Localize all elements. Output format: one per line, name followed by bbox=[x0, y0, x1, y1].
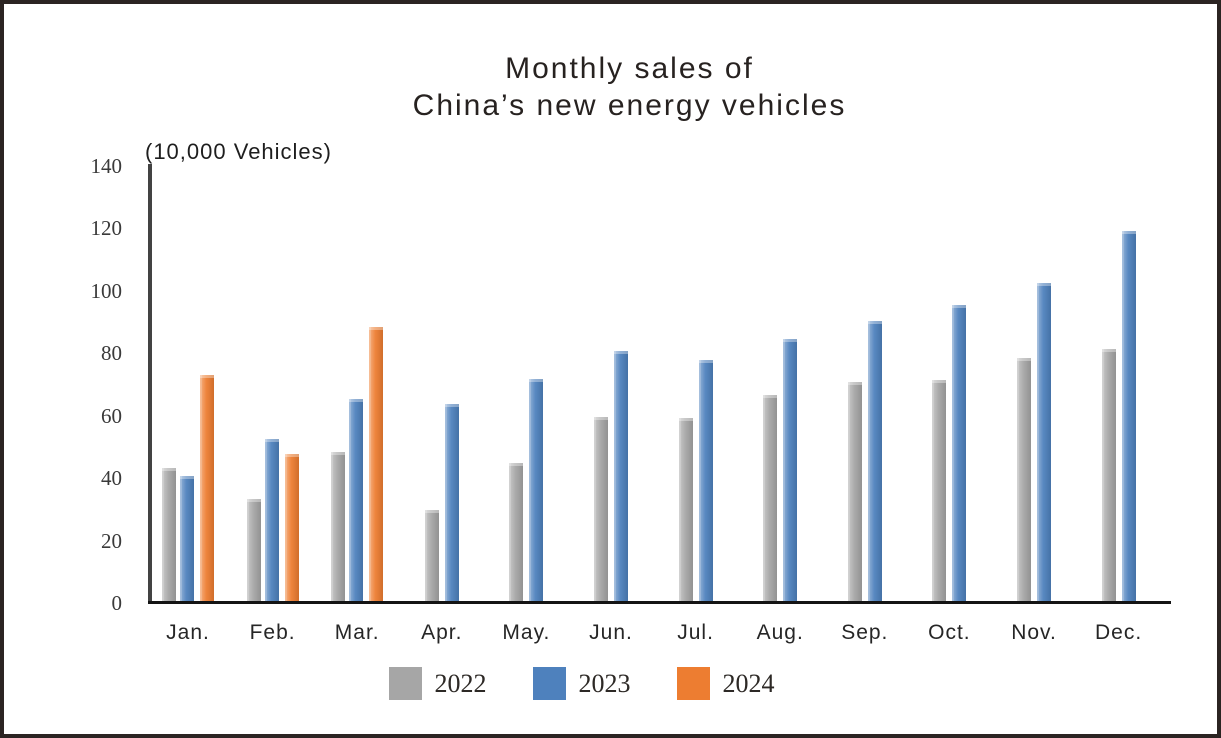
legend-label-2022: 2022 bbox=[434, 669, 487, 698]
legend-item-2022: 2022 bbox=[388, 667, 487, 700]
x-tick-label-sep: Sep. bbox=[841, 621, 889, 644]
x-tick-label-nov: Nov. bbox=[1011, 621, 1057, 644]
bar-2023-aug bbox=[783, 338, 798, 603]
bar-2023-feb bbox=[264, 439, 279, 603]
legend-item-2024: 2024 bbox=[676, 667, 775, 700]
chart-title-line1: Monthly sales of bbox=[505, 52, 754, 85]
x-tick-label-mar: Mar. bbox=[334, 621, 380, 644]
plot-area: Jan. Feb. Mar. Apr. May. Jun. Jul. Aug. Sep. Oct.… bbox=[151, 166, 1171, 644]
y-axis-unit-label: (10,000 Vehicles) bbox=[145, 139, 332, 164]
x-tick-label-dec: Dec. bbox=[1095, 621, 1143, 644]
y-axis-labels: 0 20 40 60 80 100 120 140 bbox=[72, 4, 123, 734]
x-tick-label-aug: Aug. bbox=[756, 621, 804, 644]
chart-legend: 2022 2023 2024 bbox=[4, 667, 1159, 700]
x-tick-label-may: May. bbox=[502, 621, 551, 644]
x-tick-label-jul: Jul. bbox=[677, 621, 714, 644]
x-tick-label-apr: Apr. bbox=[421, 621, 463, 644]
y-tick-label-40: 40 bbox=[101, 466, 122, 491]
y-tick-label-140: 140 bbox=[90, 154, 123, 178]
bar-2022-aug bbox=[763, 395, 778, 603]
bar-2023-jul bbox=[698, 359, 713, 603]
legend-swatch-2024 bbox=[676, 667, 710, 700]
bar-2023-sep bbox=[867, 320, 882, 603]
bar-2022-may bbox=[509, 463, 524, 603]
x-tick-label-feb: Feb. bbox=[249, 621, 296, 644]
bar-2022-jul bbox=[678, 417, 693, 603]
y-tick-label-100: 100 bbox=[90, 278, 123, 303]
y-tick-label-120: 120 bbox=[90, 216, 123, 241]
bar-2023-dec bbox=[1121, 231, 1136, 603]
bar-2022-feb bbox=[246, 498, 261, 603]
bar-2024-jan bbox=[200, 375, 214, 603]
x-tick-label-jun: Jun. bbox=[589, 621, 633, 644]
bar-2023-oct bbox=[952, 304, 967, 603]
legend-swatch-2023 bbox=[532, 667, 566, 700]
bar-2023-may bbox=[529, 379, 544, 603]
bar-2022-nov bbox=[1017, 357, 1031, 603]
legend-item-2023: 2023 bbox=[532, 667, 631, 700]
x-axis-line bbox=[148, 601, 1171, 604]
bar-2022-jan bbox=[162, 468, 176, 603]
bar-2023-jan bbox=[180, 475, 194, 603]
x-tick-label-oct: Oct. bbox=[928, 621, 971, 644]
legend-label-2024: 2024 bbox=[722, 669, 775, 698]
chart-title-line2: China’s new energy vehicles bbox=[412, 89, 847, 122]
y-tick-label-20: 20 bbox=[101, 528, 122, 553]
x-tick-label-jan: Jan. bbox=[166, 621, 210, 644]
legend-swatch-2022 bbox=[388, 667, 422, 700]
bar-2023-mar bbox=[349, 399, 364, 603]
bar-2023-nov bbox=[1037, 282, 1051, 603]
legend-label-2023: 2023 bbox=[578, 669, 631, 698]
y-tick-label-0: 0 bbox=[111, 591, 123, 615]
bar-2022-sep bbox=[847, 382, 862, 603]
chart-title: Monthly sales of China’s new energy vehi… bbox=[4, 50, 1217, 124]
bar-2022-mar bbox=[331, 451, 346, 603]
bar-2022-oct bbox=[932, 380, 947, 603]
bar-2022-apr bbox=[424, 509, 439, 603]
bar-2024-feb bbox=[284, 454, 299, 603]
y-tick-label-80: 80 bbox=[101, 341, 122, 366]
bar-2023-jun bbox=[614, 351, 628, 603]
bar-2022-jun bbox=[594, 416, 608, 603]
y-axis-line bbox=[148, 164, 152, 604]
y-tick-label-60: 60 bbox=[101, 403, 122, 428]
bar-2022-dec bbox=[1101, 348, 1116, 603]
bar-2023-apr bbox=[444, 404, 459, 603]
bar-2024-mar bbox=[369, 327, 384, 603]
